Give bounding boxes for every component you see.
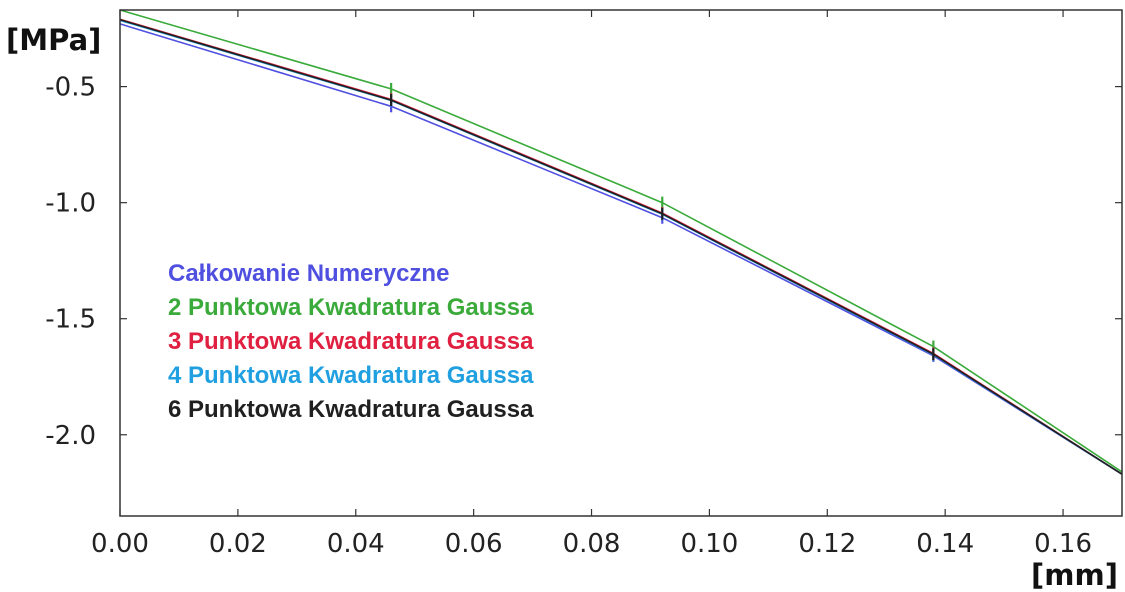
x-tick-label: 0.10	[680, 529, 738, 559]
y-tick-label: -2.0	[45, 421, 96, 451]
x-tick-label: 0.02	[209, 529, 267, 559]
legend: Całkowanie Numeryczne 2 Punktowa Kwadratu…	[168, 260, 534, 423]
y-tick-label: -0.5	[45, 73, 96, 103]
x-tick-label: 0.08	[563, 529, 621, 559]
x-tick-label: 0.00	[91, 529, 149, 559]
y-axis-label: [MPa]	[6, 23, 101, 57]
legend-entry-5: 6 Punktowa Kwadratura Gaussa	[168, 396, 534, 423]
legend-entry-2: 2 Punktowa Kwadratura Gaussa	[168, 294, 534, 321]
tick-layer: 0.00 0.02 0.04 0.06 0.08 0.10 0.12 0.14 0.16 -0.5…	[45, 10, 1122, 559]
y-tick-label: -1.0	[45, 189, 96, 219]
series-layer	[119, 9, 1123, 475]
x-tick-label: 0.14	[916, 529, 974, 559]
legend-entry-1: Całkowanie Numeryczne	[168, 260, 449, 287]
x-tick-label: 0.16	[1034, 529, 1092, 559]
x-axis-label: [mm]	[1031, 558, 1118, 592]
y-tick-label: -1.5	[45, 305, 96, 335]
legend-entry-4: 4 Punktowa Kwadratura Gaussa	[168, 362, 534, 389]
x-tick-label: 0.06	[445, 529, 503, 559]
x-tick-label: 0.12	[798, 529, 856, 559]
x-tick-label: 0.04	[327, 529, 385, 559]
plot-frame	[119, 9, 1123, 517]
legend-entry-3: 3 Punktowa Kwadratura Gaussa	[168, 328, 534, 355]
